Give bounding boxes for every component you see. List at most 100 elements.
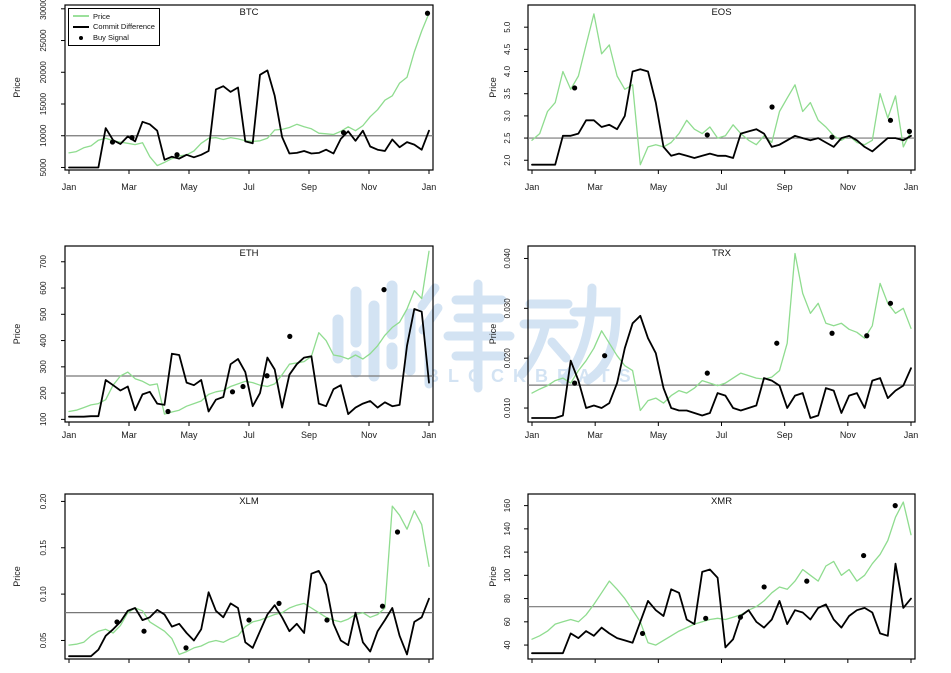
- y-tick-label: 25000: [39, 29, 48, 52]
- buy-signal-dot: [864, 333, 870, 339]
- x-tick-label: May: [180, 430, 198, 440]
- legend-label: Commit Difference: [93, 22, 155, 32]
- y-tick-label: 2.0: [503, 154, 512, 166]
- y-tick-label: 5000: [39, 158, 48, 176]
- buy-signal-dot: [639, 630, 646, 637]
- chart-xlm: 0.05 0.10 0.15 0.20 Price XLM: [12, 493, 434, 663]
- plot-box: [64, 245, 434, 423]
- buy-signal-dot: [906, 128, 913, 135]
- buy-signal-dot: [287, 333, 293, 339]
- buy-signal-dot: [769, 104, 775, 110]
- x-tick-label: Sep: [301, 182, 317, 192]
- buy-signal-dot: [887, 117, 894, 123]
- y-tick-label: 0.040: [503, 248, 512, 269]
- y-tick-label: 0.010: [503, 397, 512, 418]
- buy-signal-dot: [165, 408, 171, 415]
- y-tick-label: 120: [503, 545, 512, 559]
- x-tick-label: Mar: [587, 430, 603, 440]
- y-tick-label: 3.5: [503, 88, 512, 100]
- y-tick-label: 4.0: [503, 65, 512, 77]
- chart-xmr: 40 60 80 100 120 140 160 Price XMR: [488, 493, 916, 663]
- y-axis-label: Price: [488, 566, 498, 587]
- y-tick-label: 0.10: [39, 586, 48, 602]
- price-line: [531, 13, 912, 166]
- x-tick-label: Jan: [525, 430, 540, 440]
- chart-btc: 5000 10000 15000 20000 25000 30000 Jan Mar May Ju…: [12, 0, 436, 192]
- y-tick-label: 20000: [39, 61, 48, 84]
- buy-signal-dot: [737, 614, 744, 620]
- y-axis-label: Price: [12, 324, 22, 345]
- buy-signal-dot: [892, 503, 898, 509]
- buy-signal-dot: [246, 617, 252, 623]
- commit-difference-line: [68, 308, 430, 418]
- chart-title: BTC: [240, 7, 259, 18]
- x-tick-label: Sep: [777, 182, 793, 192]
- y-tick-label: 80: [503, 594, 512, 603]
- x-tick-label: May: [650, 430, 668, 440]
- x-tick-label: Jul: [243, 430, 255, 440]
- x-tick-label: Mar: [587, 182, 603, 192]
- x-tick-label: May: [650, 182, 668, 192]
- x-tick-label: Jan: [422, 182, 437, 192]
- y-tick-label: 4.5: [503, 43, 512, 55]
- chart-title: XMR: [711, 496, 732, 507]
- x-tick-label: Sep: [301, 430, 317, 440]
- buy-signal-dot: [761, 584, 767, 590]
- legend-item-price: Price: [73, 13, 157, 21]
- plot-box: [527, 245, 916, 423]
- y-axis-label: Price: [12, 566, 22, 587]
- blockbeats-watermark: BLOCKBEATS: [330, 278, 678, 404]
- y-tick-label: 600: [39, 281, 48, 295]
- chart-trx: 0.010 0.020 0.030 0.040 Jan Mar May Jul Sep Nov Ja…: [488, 245, 919, 440]
- y-tick-label: 500: [39, 307, 48, 321]
- legend-label: Buy Signal: [93, 32, 129, 42]
- y-tick-label: 200: [39, 386, 48, 400]
- y-axis-label: Price: [488, 324, 498, 345]
- buy-signal-dot: [324, 617, 330, 623]
- buy-signal-dot: [704, 370, 710, 376]
- x-tick-label: May: [180, 182, 198, 192]
- legend-item-commit-difference: Commit Difference: [73, 23, 157, 31]
- plot-box: [527, 4, 916, 171]
- y-tick-label: 5.0: [503, 21, 512, 33]
- price-line: [531, 252, 912, 412]
- buy-signal-dot: [381, 287, 387, 293]
- buy-signal-dot: [887, 300, 894, 306]
- soundwave-bars-icon: [332, 280, 416, 382]
- price-line: [68, 12, 430, 167]
- buy-signal-dot: [109, 139, 116, 145]
- buy-signal-dot: [264, 373, 270, 379]
- y-tick-label: 0.20: [39, 493, 48, 509]
- buy-signal-dot: [229, 389, 236, 395]
- y-tick-label: 140: [503, 522, 512, 536]
- commit-difference-line: [531, 68, 912, 166]
- y-tick-label: 100: [503, 568, 512, 582]
- buy-signal-dot: [704, 132, 710, 138]
- buy-signal-dot: [276, 600, 282, 606]
- buy-signal-dot: [114, 619, 120, 625]
- commit-difference-line: [531, 314, 912, 419]
- chart-title: TRX: [712, 248, 732, 259]
- x-tick-label: Jul: [243, 182, 255, 192]
- buy-signal-dot: [394, 529, 401, 535]
- buy-signal-dot: [240, 383, 246, 390]
- y-tick-label: 30000: [39, 0, 48, 20]
- buy-signal-dot: [774, 340, 780, 346]
- chart-title: ETH: [240, 248, 259, 259]
- price-line: [68, 250, 430, 415]
- watermark-char-dong: [517, 283, 621, 385]
- x-tick-label: Jan: [62, 430, 77, 440]
- y-tick-label: 100: [39, 412, 48, 426]
- x-tick-label: Mar: [121, 430, 137, 440]
- buy-signal-dot: [572, 85, 578, 91]
- y-tick-label: 15000: [39, 92, 48, 115]
- buy-signal-dot-swatch: [79, 35, 83, 40]
- x-tick-label: Jan: [904, 430, 919, 440]
- chart-eth: 100 200 300 400 500 600 700 Jan Mar May Jul Sep Nov J…: [12, 245, 436, 440]
- buy-signal-dot: [424, 10, 431, 16]
- buy-signal-dot: [572, 380, 578, 386]
- chart-title: XLM: [239, 496, 259, 507]
- price-line: [68, 505, 430, 656]
- buy-signal-dot: [804, 578, 810, 584]
